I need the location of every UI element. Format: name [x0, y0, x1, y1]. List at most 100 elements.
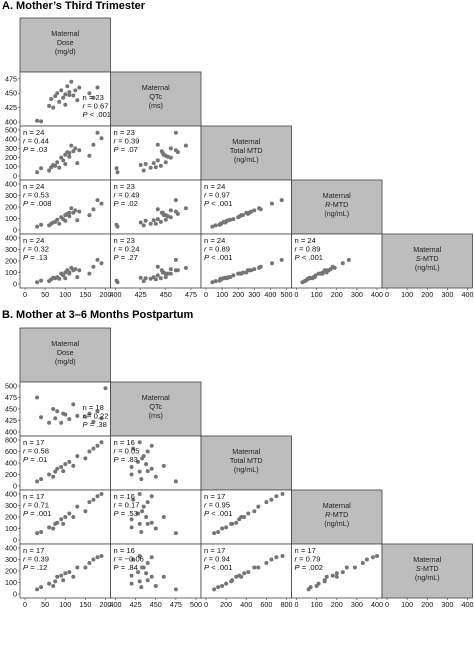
data-point	[71, 149, 76, 154]
data-point	[148, 276, 153, 281]
data-point	[95, 198, 100, 203]
data-point	[221, 219, 226, 224]
x-tick-label: 100	[59, 600, 71, 609]
data-point	[340, 570, 345, 575]
variable-header-label: Maternal	[323, 191, 351, 200]
x-tick-label: 500	[190, 600, 202, 609]
data-point	[99, 416, 104, 421]
data-point	[49, 97, 54, 101]
correlation-stat: n = 16	[114, 438, 135, 447]
data-point	[252, 267, 257, 272]
data-point	[71, 93, 76, 98]
variable-header-label: QTc	[149, 402, 162, 411]
scatter-cell	[110, 543, 202, 599]
data-point	[51, 474, 56, 479]
data-point	[47, 168, 52, 173]
data-point	[158, 163, 163, 168]
y-tick-label: 0	[13, 481, 17, 490]
data-point	[87, 91, 92, 96]
correlation-stat: P = .001	[23, 509, 52, 518]
y-tick-label: 400	[5, 233, 17, 242]
correlation-stat: P = .83	[114, 455, 138, 464]
data-point	[59, 465, 64, 469]
correlation-stat: r = 0.44	[23, 137, 49, 146]
correlation-stat: n = 24	[23, 128, 44, 137]
y-tick-label: 300	[5, 555, 17, 564]
data-point	[47, 472, 52, 477]
data-point	[137, 521, 142, 526]
data-point	[161, 515, 166, 519]
data-point	[67, 459, 72, 464]
data-point	[35, 531, 40, 536]
panel-title: B. Mother at 3–6 Months Postpartum	[2, 309, 194, 321]
data-point	[141, 279, 146, 284]
y-tick-label: 200	[5, 202, 17, 211]
data-point	[280, 554, 285, 558]
correlation-stat: n = 16	[114, 492, 135, 501]
correlation-stat: P = .02	[114, 199, 138, 208]
data-point	[213, 279, 218, 284]
x-tick-label: 400	[371, 600, 383, 609]
data-point	[35, 395, 40, 400]
y-tick-label: 0	[13, 535, 17, 544]
data-point	[87, 153, 92, 158]
data-point	[230, 521, 235, 526]
data-point	[149, 574, 154, 579]
correlation-stat: n = 17	[204, 546, 225, 555]
data-point	[173, 257, 178, 262]
x-tick-label: 475	[170, 600, 182, 609]
variable-header-label: S-MTD	[416, 564, 439, 573]
data-point	[83, 565, 88, 570]
data-point	[71, 515, 76, 519]
correlation-stat: n = 24	[23, 182, 44, 191]
data-point	[252, 509, 257, 514]
x-tick-label: 600	[260, 600, 272, 609]
correlation-stat: n = 16	[114, 546, 135, 555]
data-point	[83, 456, 88, 461]
data-point	[242, 571, 247, 576]
data-point	[168, 146, 173, 151]
correlation-stat: P = .84	[114, 563, 138, 572]
data-point	[305, 276, 310, 281]
data-point	[145, 561, 150, 565]
variable-header-cell	[110, 71, 202, 127]
data-point	[61, 158, 66, 163]
data-point	[141, 504, 146, 509]
data-point	[129, 573, 134, 578]
data-point	[140, 509, 145, 514]
data-point	[99, 492, 104, 496]
data-point	[67, 511, 72, 516]
data-point	[226, 275, 231, 280]
variable-header-cell	[291, 179, 383, 235]
data-point	[137, 440, 142, 445]
y-tick-label: 200	[5, 566, 17, 575]
data-point	[151, 275, 156, 280]
data-point	[151, 218, 156, 223]
data-point	[39, 119, 44, 124]
y-tick-label: 450	[5, 404, 17, 413]
data-point	[155, 273, 160, 278]
data-point	[73, 88, 78, 93]
correlation-stat: r = 0.95	[204, 501, 230, 510]
correlation-stat: n = 24	[23, 236, 44, 245]
data-point	[326, 268, 331, 273]
data-point	[95, 409, 100, 414]
data-point	[59, 155, 64, 160]
data-point	[173, 209, 178, 214]
y-tick-label: 400	[5, 179, 17, 188]
correlation-stat: n = 17	[295, 546, 316, 555]
data-point	[258, 264, 263, 269]
data-point	[99, 261, 104, 266]
data-point	[149, 555, 154, 560]
panel-title: A. Mother’s Third Trimester	[2, 0, 146, 12]
x-tick-label: 500	[281, 290, 293, 299]
correlation-stat: P = .53	[114, 509, 138, 518]
data-point	[302, 279, 307, 284]
correlation-stat: P = .03	[23, 145, 47, 154]
data-point	[145, 449, 150, 454]
correlation-stat: r = 0.05	[114, 447, 140, 456]
x-tick-label: 400	[264, 290, 276, 299]
data-point	[55, 466, 60, 471]
data-point	[173, 148, 178, 153]
y-tick-label: 425	[5, 103, 17, 112]
